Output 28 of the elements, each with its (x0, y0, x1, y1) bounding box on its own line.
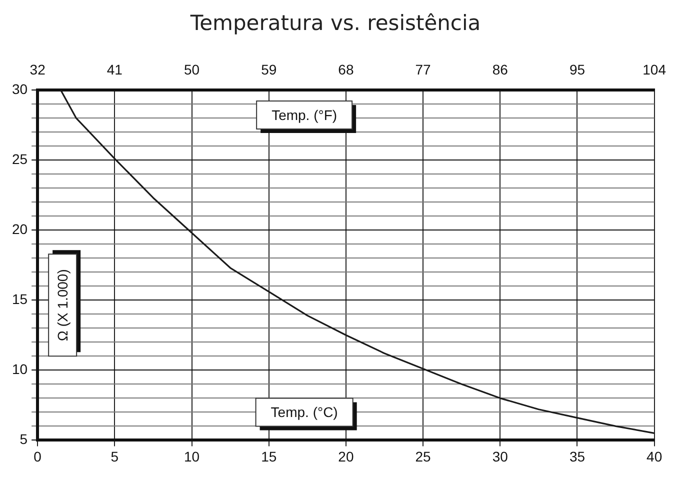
x2-tick-label: 50 (184, 61, 200, 78)
x-tick-label: 40 (646, 448, 662, 464)
x2-tick-label: 32 (30, 61, 46, 78)
x-tick-label: 35 (569, 448, 586, 464)
x2-tick-label: 86 (492, 61, 508, 78)
x-tick-label: 20 (338, 448, 354, 464)
y-tick-label: 5 (20, 431, 28, 448)
x2-tick-label: 95 (569, 61, 586, 78)
y-tick-label: 20 (12, 220, 28, 237)
x2-tick-label: 41 (106, 61, 123, 78)
y-tick-label: 15 (12, 290, 28, 307)
x2-tick-label: 68 (338, 61, 354, 78)
x-tick-label: 5 (110, 448, 119, 464)
x-tick-label: 15 (261, 448, 277, 464)
x-tick-label: 10 (184, 448, 200, 464)
x-tick-label: 0 (34, 448, 42, 464)
x-tick-label: 25 (415, 448, 432, 464)
x2-axis-title: Temp. (°F) (272, 106, 338, 123)
x2-tick-label: 77 (415, 61, 432, 78)
y-tick-label: 30 (12, 80, 28, 97)
x2-tick-label: 59 (261, 61, 277, 78)
y-tick-label: 10 (12, 361, 28, 378)
x-tick-label: 30 (492, 448, 508, 464)
chart-title: Temperatura vs. resistência (189, 11, 481, 36)
y-axis-title: Ω (X 1.000) (54, 269, 70, 342)
x2-tick-label: 104 (642, 61, 666, 78)
y-tick-label: 25 (12, 150, 28, 167)
x-axis-title: Temp. (°C) (270, 404, 338, 420)
